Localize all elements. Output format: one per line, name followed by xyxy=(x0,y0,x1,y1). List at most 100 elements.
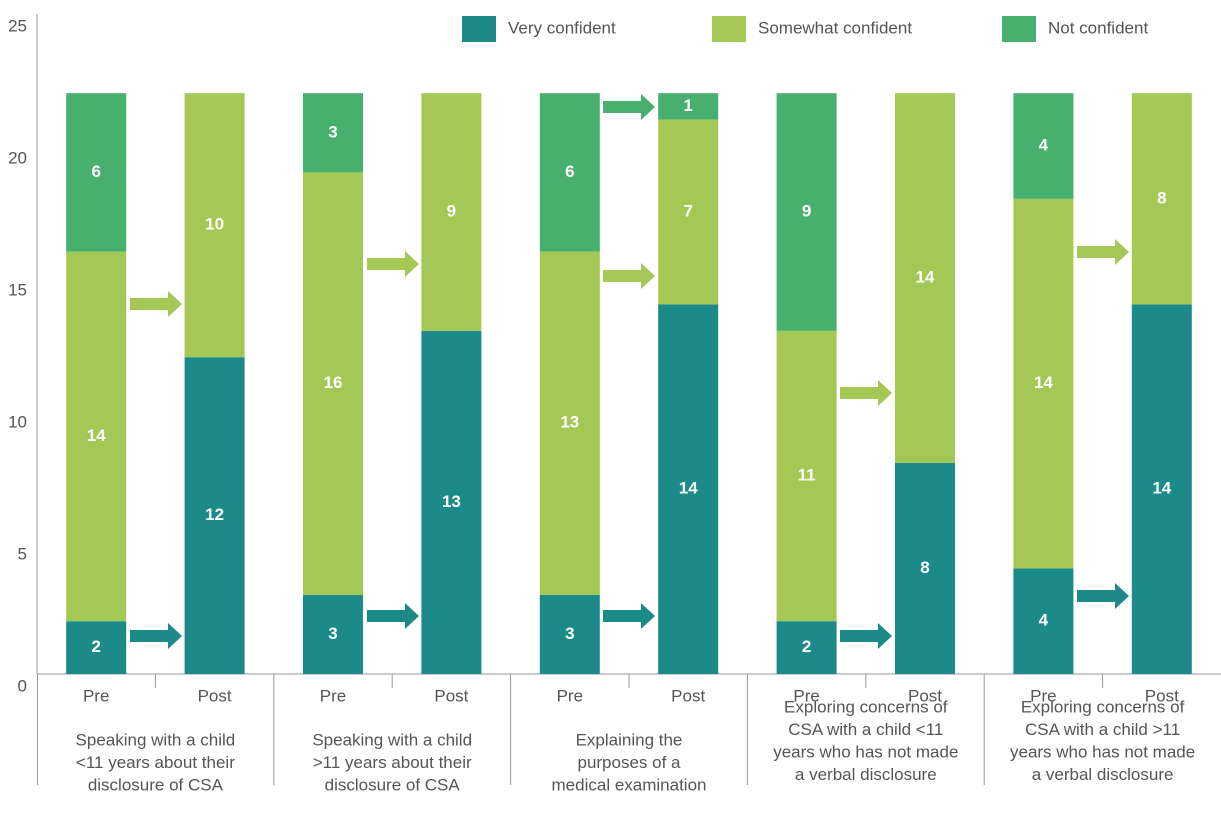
group-label: Exploring concerns of xyxy=(784,697,948,716)
bar-segment xyxy=(66,621,127,674)
bar-segment xyxy=(421,330,482,674)
data-label: 6 xyxy=(91,162,100,181)
x-tick-label: Post xyxy=(671,686,705,705)
data-label: 14 xyxy=(1034,373,1053,392)
data-label: 8 xyxy=(920,558,929,577)
arrow xyxy=(603,263,655,289)
bar-segment xyxy=(1013,568,1074,674)
data-label: 14 xyxy=(916,267,935,286)
data-label: 2 xyxy=(91,637,100,656)
x-tick-label: Pre xyxy=(1030,686,1056,705)
x-tick-label: Post xyxy=(434,686,468,705)
bar-segment xyxy=(776,621,837,674)
x-tick-label: Pre xyxy=(793,686,819,705)
bar-segment xyxy=(1131,304,1192,674)
group-label: disclosure of CSA xyxy=(325,775,461,794)
data-label: 14 xyxy=(87,426,106,445)
legend-swatch xyxy=(712,16,746,42)
group-label: years who has not made xyxy=(1010,742,1195,761)
arrow xyxy=(840,380,892,406)
arrow xyxy=(1077,583,1129,609)
group-label: Explaining the xyxy=(576,730,683,749)
data-label: 9 xyxy=(447,201,456,220)
arrow xyxy=(603,94,655,120)
x-tick-label: Pre xyxy=(320,686,346,705)
bar-segment xyxy=(303,594,363,674)
group-label: CSA with a child >11 xyxy=(1025,720,1180,739)
legend-label: Somewhat confident xyxy=(758,18,912,37)
arrow xyxy=(367,603,419,629)
bar-segment xyxy=(421,93,482,331)
bar-segment xyxy=(895,462,955,674)
bar-segment xyxy=(658,119,719,305)
bar-segment xyxy=(539,251,600,595)
arrow xyxy=(367,251,419,277)
data-label: 14 xyxy=(679,479,698,498)
data-label: 3 xyxy=(328,122,337,141)
group-label: a verbal disclosure xyxy=(795,765,937,784)
bar-segment xyxy=(539,93,600,252)
arrow xyxy=(130,623,182,649)
data-label: 6 xyxy=(565,162,574,181)
bar-segment xyxy=(303,172,363,595)
bar-segment xyxy=(66,93,127,252)
y-tick-label: 0 xyxy=(18,676,27,695)
data-label: 10 xyxy=(205,215,224,234)
x-tick-label: Pre xyxy=(557,686,583,705)
group-label: >11 years about their xyxy=(313,753,472,772)
group-label: a verbal disclosure xyxy=(1032,765,1174,784)
group-label: disclosure of CSA xyxy=(88,775,224,794)
arrow xyxy=(840,623,892,649)
bar-segment xyxy=(1013,93,1074,199)
data-label: 13 xyxy=(442,492,461,511)
y-tick-label: 5 xyxy=(18,544,27,563)
data-label: 16 xyxy=(324,373,343,392)
data-label: 13 xyxy=(560,413,579,432)
bar-segment xyxy=(184,93,245,358)
bar-segment xyxy=(776,330,837,622)
y-tick-label: 20 xyxy=(8,148,27,167)
bar-segment xyxy=(658,93,719,120)
group-label: <11 years about their xyxy=(76,753,235,772)
group-label: medical examination xyxy=(552,775,707,794)
group-label: Speaking with a child xyxy=(76,730,236,749)
bar-segment xyxy=(658,304,719,674)
data-label: 11 xyxy=(798,465,816,484)
arrow xyxy=(603,603,655,629)
y-tick-label: 15 xyxy=(8,280,27,299)
bar-segment xyxy=(1131,93,1192,305)
data-label: 1 xyxy=(683,96,692,115)
data-label: 2 xyxy=(802,637,811,656)
bar-segment xyxy=(1013,198,1074,569)
x-tick-label: Post xyxy=(198,686,232,705)
data-label: 12 xyxy=(205,505,224,524)
data-label: 3 xyxy=(565,624,574,643)
bar-segment xyxy=(776,93,837,331)
x-tick-label: Post xyxy=(1145,686,1179,705)
arrow xyxy=(1077,239,1129,265)
data-label: 4 xyxy=(1039,135,1049,154)
data-label: 7 xyxy=(683,201,692,220)
arrow xyxy=(130,291,182,317)
y-tick-label: 10 xyxy=(8,412,27,431)
bar-segment xyxy=(539,594,600,674)
group-label: purposes of a xyxy=(577,753,681,772)
data-label: 14 xyxy=(1152,479,1171,498)
bar-segment xyxy=(184,357,245,674)
group-label: years who has not made xyxy=(773,742,958,761)
data-label: 8 xyxy=(1157,188,1166,207)
group-label: Exploring concerns of xyxy=(1021,697,1185,716)
x-tick-label: Pre xyxy=(83,686,109,705)
legend-label: Very confident xyxy=(508,18,616,37)
group-label: Speaking with a child xyxy=(312,730,472,749)
bar-segment xyxy=(303,93,363,173)
legend-label: Not confident xyxy=(1048,18,1148,37)
data-label: 9 xyxy=(802,201,811,220)
data-label: 3 xyxy=(328,624,337,643)
group-label: CSA with a child <11 xyxy=(788,720,943,739)
data-label: 4 xyxy=(1039,611,1049,630)
bar-segment xyxy=(66,251,127,622)
bar-segment xyxy=(895,93,955,463)
legend-swatch xyxy=(462,16,496,42)
